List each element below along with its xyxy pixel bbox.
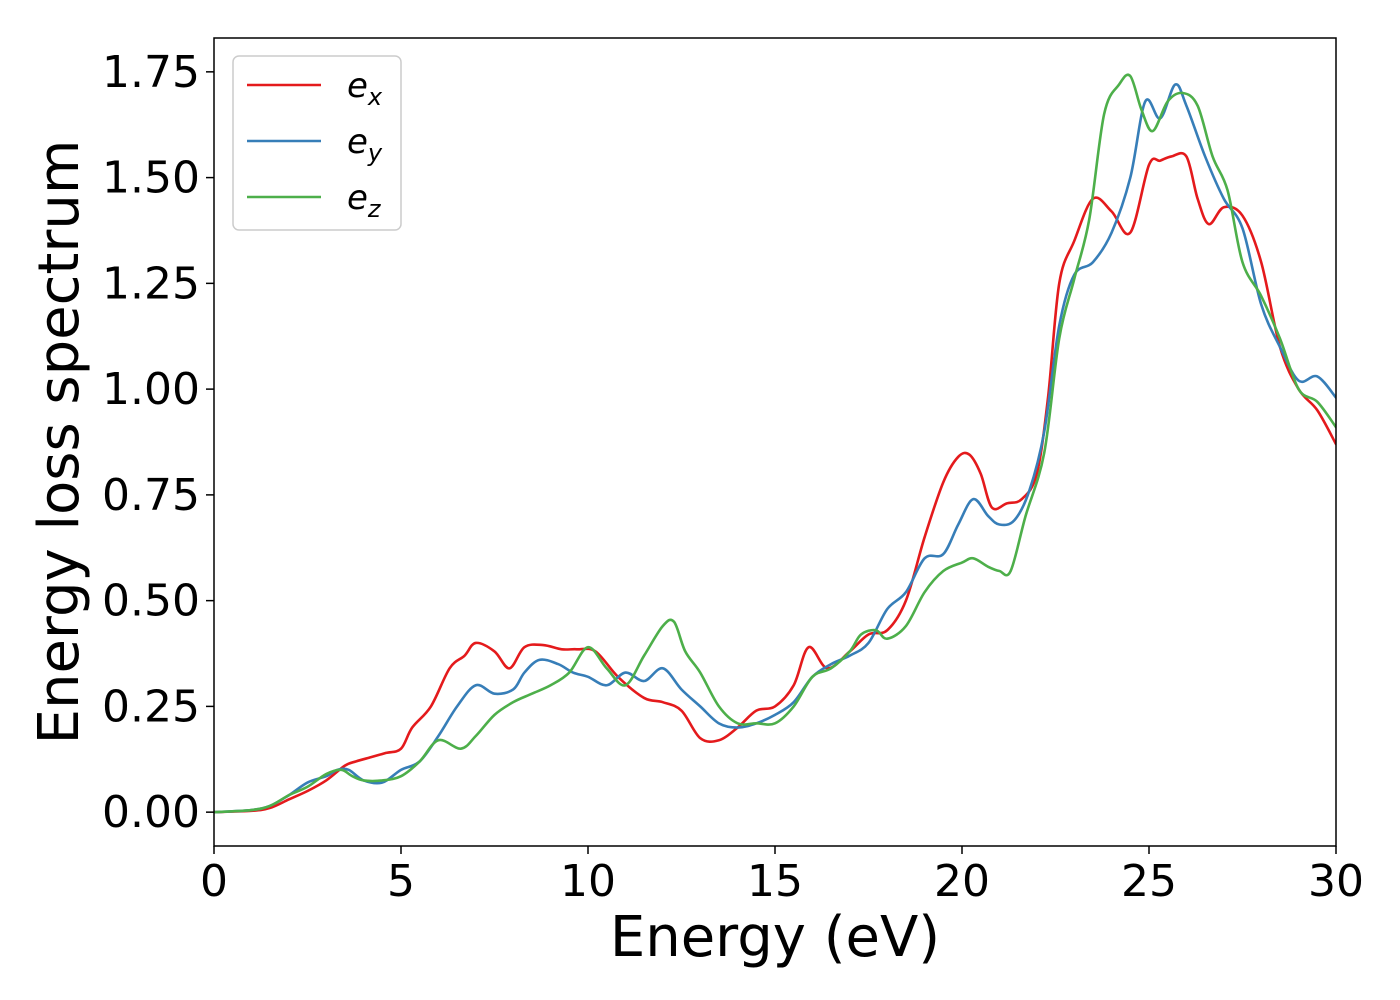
x-tick-label: 30	[1308, 856, 1364, 907]
series-line-z	[214, 73, 1336, 814]
x-tick-label: 10	[560, 856, 616, 907]
y-tick-label: 0.00	[102, 787, 200, 838]
legend-label-x: ex	[347, 66, 383, 111]
y-axis: 0.00 0.25 0.50 0.75 1.00 1.25 1.50 1.75	[102, 47, 214, 838]
y-tick-label: 0.75	[102, 470, 200, 521]
y-tick-label: 0.25	[102, 681, 200, 732]
series-line-x	[214, 151, 1336, 814]
y-tick-label: 1.50	[102, 153, 200, 204]
x-axis-label: Energy (eV)	[610, 905, 940, 970]
x-tick-label: 15	[747, 856, 803, 907]
x-tick-label: 20	[934, 856, 990, 907]
legend-box	[232, 55, 402, 231]
y-tick-label: 1.25	[102, 258, 200, 309]
y-tick-label: 1.75	[102, 47, 200, 98]
legend: ex ey ez	[232, 55, 402, 231]
y-tick-label: 0.50	[102, 576, 200, 627]
series-layer	[214, 73, 1336, 814]
x-tick-label: 5	[387, 856, 415, 907]
x-axis: 0 5 10 15 20 25 30	[200, 846, 1364, 907]
legend-label-y: ey	[347, 122, 383, 167]
y-tick-label: 1.00	[102, 364, 200, 415]
legend-label-z: ez	[347, 178, 382, 223]
x-tick-label: 25	[1121, 856, 1177, 907]
x-tick-label: 0	[200, 856, 228, 907]
y-axis-label: Energy loss spectrum	[27, 140, 92, 745]
